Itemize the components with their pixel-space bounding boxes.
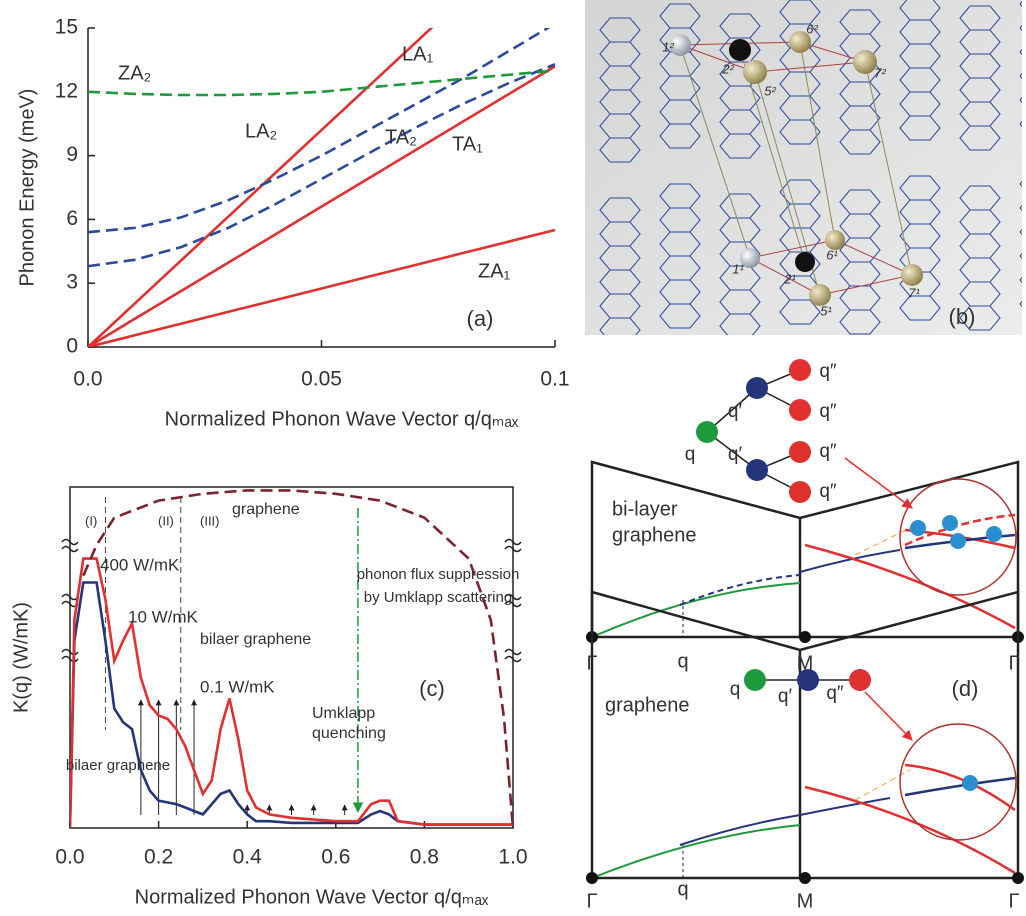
atom-label: 1²: [662, 39, 674, 54]
annotation: (III): [200, 513, 220, 528]
x-tick-label: 0.2: [144, 846, 173, 869]
atom-label: 7²: [874, 65, 886, 80]
y-tick-label: 3: [66, 271, 78, 294]
x-tick-label: 0.0: [55, 846, 84, 869]
annotation: 10 W/mK: [128, 607, 199, 626]
annotation: quenching: [312, 725, 386, 742]
series-label: bilaer graphene: [200, 631, 311, 648]
x-tick-label: 0.6: [321, 846, 350, 869]
panel-label: (d): [952, 676, 979, 701]
x-tick-label: 1.0: [498, 846, 527, 869]
tree-label: q′: [728, 444, 743, 465]
series-label: TA₁: [452, 133, 483, 155]
tree-label: q: [685, 444, 696, 465]
axis-point-label: Γ: [586, 652, 597, 674]
x-tick-label: 0.1: [540, 368, 569, 391]
tree-label: q″: [819, 401, 837, 422]
region-label: graphene: [612, 524, 697, 546]
series-label: bilaer graphene: [66, 757, 170, 774]
series-label: LA₁: [402, 43, 433, 65]
annotation: (I): [85, 513, 97, 528]
panel-b: (b): [540, 0, 1026, 342]
x-tick-label: 0.0: [73, 368, 102, 391]
tree-label: q″: [819, 481, 837, 502]
tree-label: q″: [819, 361, 837, 382]
atom-label: 6²: [806, 21, 818, 36]
atom-label: 1¹: [732, 261, 744, 276]
annotation: by Umklapp scattering: [364, 589, 512, 606]
series-label: ZA₁: [478, 260, 511, 282]
tree-label: q′: [778, 686, 793, 707]
series-label: TA₂: [385, 126, 417, 148]
x-axis-title: Normalized Phonon Wave Vector q/qₘₐₓ: [135, 886, 489, 908]
y-tick-label: 6: [66, 207, 78, 230]
atom-label: 2¹: [783, 271, 796, 286]
atom-label: 5²: [764, 83, 776, 98]
series-label: ZA₂: [118, 62, 151, 84]
atom-label: 6¹: [826, 247, 838, 262]
series-line: [83, 490, 513, 828]
series-line: [88, 64, 555, 266]
series-label: LA₂: [245, 120, 277, 142]
plot-lines: [70, 490, 513, 828]
panel-d: (d): [586, 359, 1024, 884]
tree-label: q′: [728, 401, 743, 422]
axis-point-label: Γ: [586, 890, 597, 912]
annotation: 0.1 W/mK: [200, 677, 275, 696]
x-axis-title: Normalized Phonon Wave Vector q/qₘₐₓ: [165, 408, 519, 430]
atom-label: 5¹: [820, 303, 832, 318]
annotation: phonon flux suppression: [357, 566, 520, 583]
annotation: Umklapp: [312, 705, 375, 722]
panel-label: (c): [419, 676, 445, 701]
y-tick-label: 9: [66, 143, 78, 166]
x-tick-label: 0.8: [410, 846, 439, 869]
region-label: bi-layer: [612, 498, 678, 520]
axis-point-label: q: [677, 650, 688, 672]
y-axis-title: Phonon Energy (meV): [16, 89, 38, 287]
axis-point-label: M: [797, 890, 814, 912]
tree-label: q: [730, 679, 741, 700]
y-tick-label: 12: [55, 79, 78, 102]
axis-point-label: Γ: [1008, 890, 1019, 912]
panel-label: (a): [467, 306, 494, 331]
y-tick-label: 15: [55, 16, 78, 39]
x-tick-label: 0.4: [233, 846, 263, 869]
series-line: [88, 24, 555, 233]
figure: (b) (d) 1²2²6²5²7²1¹2¹6¹5¹7¹bi-layergra: [0, 0, 1026, 916]
axis-point-label: q: [677, 878, 688, 900]
y-tick-label: 0: [66, 335, 78, 358]
series-line: [88, 71, 555, 96]
plot-lines: [88, 0, 555, 347]
tree-label: q″: [819, 441, 837, 462]
atom-label: 2²: [721, 61, 734, 76]
annotation: 400 W/mK: [100, 555, 180, 574]
tree-label: q″: [826, 683, 844, 704]
x-tick-label: 0.05: [301, 368, 342, 391]
panel-label: (b): [949, 304, 976, 329]
region-label: graphene: [605, 694, 690, 716]
y-axis-title: K(q) (W/mK): [10, 602, 32, 713]
axis-point-label: M: [797, 652, 814, 674]
annotation: (II): [158, 513, 174, 528]
atom-label: 7¹: [908, 285, 920, 300]
axis-point-label: Γ: [1008, 652, 1019, 674]
series-label: graphene: [232, 501, 300, 518]
